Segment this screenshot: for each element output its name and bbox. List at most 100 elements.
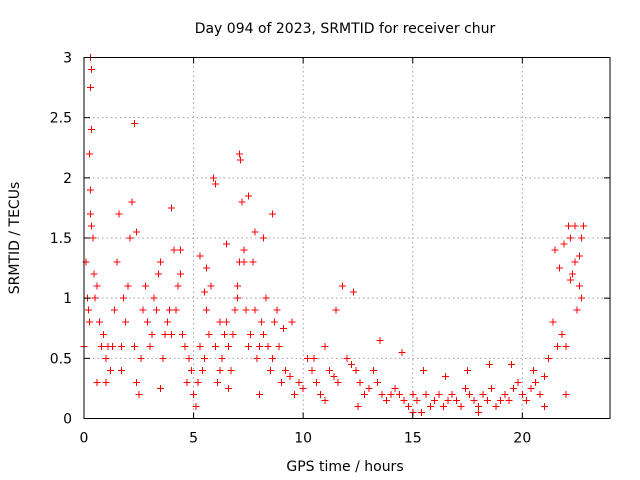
data-point (376, 336, 384, 344)
data-point (115, 210, 123, 218)
data-point (141, 282, 149, 290)
data-point (111, 306, 119, 314)
data-point (571, 258, 579, 266)
data-point (244, 342, 252, 350)
data-point (196, 252, 204, 260)
data-point (203, 306, 211, 314)
data-point (102, 354, 110, 362)
data-point (251, 306, 259, 314)
data-point (275, 342, 283, 350)
data-point (567, 234, 575, 242)
data-point (560, 240, 568, 248)
data-point (514, 378, 522, 386)
data-point (479, 390, 487, 398)
data-point (396, 390, 404, 398)
data-point (330, 372, 338, 380)
data-point (183, 378, 191, 386)
data-point (128, 198, 136, 206)
grid-lines (84, 57, 610, 419)
data-point (190, 390, 198, 398)
data-point (475, 402, 482, 410)
data-point (334, 378, 342, 386)
data-point (98, 342, 106, 350)
data-points (80, 54, 588, 416)
data-point (470, 396, 478, 404)
data-point (551, 246, 559, 254)
data-point (457, 402, 465, 410)
y-tick-label: 1.5 (50, 231, 72, 247)
data-point (378, 390, 386, 398)
data-point (205, 330, 213, 338)
data-point (413, 396, 421, 404)
data-point (152, 306, 160, 314)
x-axis-label: GPS time / hours (286, 459, 403, 475)
data-point (332, 306, 340, 314)
data-point (88, 66, 96, 74)
data-point (290, 390, 298, 398)
data-point (148, 330, 156, 338)
data-point (466, 390, 474, 398)
data-point (225, 342, 233, 350)
data-point (418, 408, 426, 416)
data-point (88, 126, 96, 134)
data-point (304, 354, 312, 362)
data-point (174, 282, 182, 290)
x-tick-label: 5 (189, 431, 198, 447)
data-point (282, 366, 290, 374)
data-point (216, 366, 224, 374)
data-point (108, 342, 116, 350)
data-point (540, 402, 548, 410)
data-point (90, 270, 98, 278)
data-point (122, 318, 130, 326)
data-point (155, 270, 163, 278)
data-point (113, 258, 121, 266)
y-tick-label: 0.5 (50, 351, 72, 367)
data-point (244, 192, 252, 200)
x-tick-label: 0 (80, 431, 89, 447)
data-point (420, 366, 428, 374)
data-point (117, 366, 125, 374)
data-point (168, 330, 176, 338)
data-point (549, 318, 557, 326)
data-point (485, 360, 493, 368)
data-point (133, 378, 141, 386)
data-point (93, 378, 101, 386)
data-point (172, 306, 180, 314)
data-point (321, 396, 329, 404)
data-point (352, 366, 360, 374)
data-point (439, 402, 447, 410)
data-point (453, 396, 461, 404)
data-point (102, 378, 110, 386)
data-point (523, 396, 531, 404)
data-point (87, 186, 95, 194)
data-point (286, 372, 294, 380)
data-point (146, 342, 154, 350)
data-point (404, 402, 412, 410)
data-point (176, 246, 184, 254)
data-point (159, 354, 167, 362)
data-point (194, 378, 202, 386)
chart-title: Day 094 of 2023, SRMTID for receiver chu… (195, 21, 496, 37)
data-point (218, 354, 226, 362)
data-point (157, 258, 165, 266)
data-point (510, 384, 518, 392)
data-point (356, 378, 364, 386)
data-point (106, 366, 114, 374)
data-point (220, 330, 228, 338)
data-point (253, 354, 261, 362)
data-point (310, 354, 318, 362)
data-point (312, 378, 320, 386)
data-point (475, 408, 482, 416)
data-point (531, 378, 539, 386)
data-point (157, 384, 165, 392)
data-point (163, 318, 171, 326)
data-point (185, 354, 193, 362)
data-point (85, 318, 93, 326)
data-point (575, 252, 583, 260)
data-point (365, 384, 373, 392)
x-tick-label: 10 (294, 431, 312, 447)
data-point (130, 342, 138, 350)
data-point (529, 366, 537, 374)
data-point (492, 402, 500, 410)
data-point (350, 288, 358, 296)
